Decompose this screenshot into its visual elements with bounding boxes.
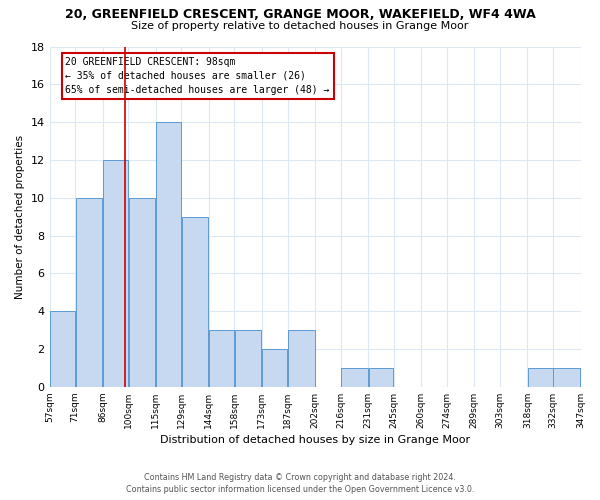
Bar	[235, 330, 262, 387]
Bar	[50, 311, 75, 387]
Bar	[209, 330, 234, 387]
Bar	[553, 368, 580, 387]
Bar	[341, 368, 368, 387]
Text: 20, GREENFIELD CRESCENT, GRANGE MOOR, WAKEFIELD, WF4 4WA: 20, GREENFIELD CRESCENT, GRANGE MOOR, WA…	[65, 8, 535, 20]
Bar	[129, 198, 155, 387]
Y-axis label: Number of detached properties: Number of detached properties	[15, 134, 25, 298]
Text: Contains HM Land Registry data © Crown copyright and database right 2024.
Contai: Contains HM Land Registry data © Crown c…	[126, 472, 474, 494]
X-axis label: Distribution of detached houses by size in Grange Moor: Distribution of detached houses by size …	[160, 435, 470, 445]
Text: 20 GREENFIELD CRESCENT: 98sqm
← 35% of detached houses are smaller (26)
65% of s: 20 GREENFIELD CRESCENT: 98sqm ← 35% of d…	[65, 56, 330, 94]
Bar	[262, 349, 287, 387]
Bar	[76, 198, 102, 387]
Bar	[103, 160, 128, 387]
Bar	[288, 330, 314, 387]
Bar	[182, 216, 208, 387]
Text: Size of property relative to detached houses in Grange Moor: Size of property relative to detached ho…	[131, 21, 469, 31]
Bar	[368, 368, 393, 387]
Bar	[528, 368, 553, 387]
Bar	[156, 122, 181, 387]
